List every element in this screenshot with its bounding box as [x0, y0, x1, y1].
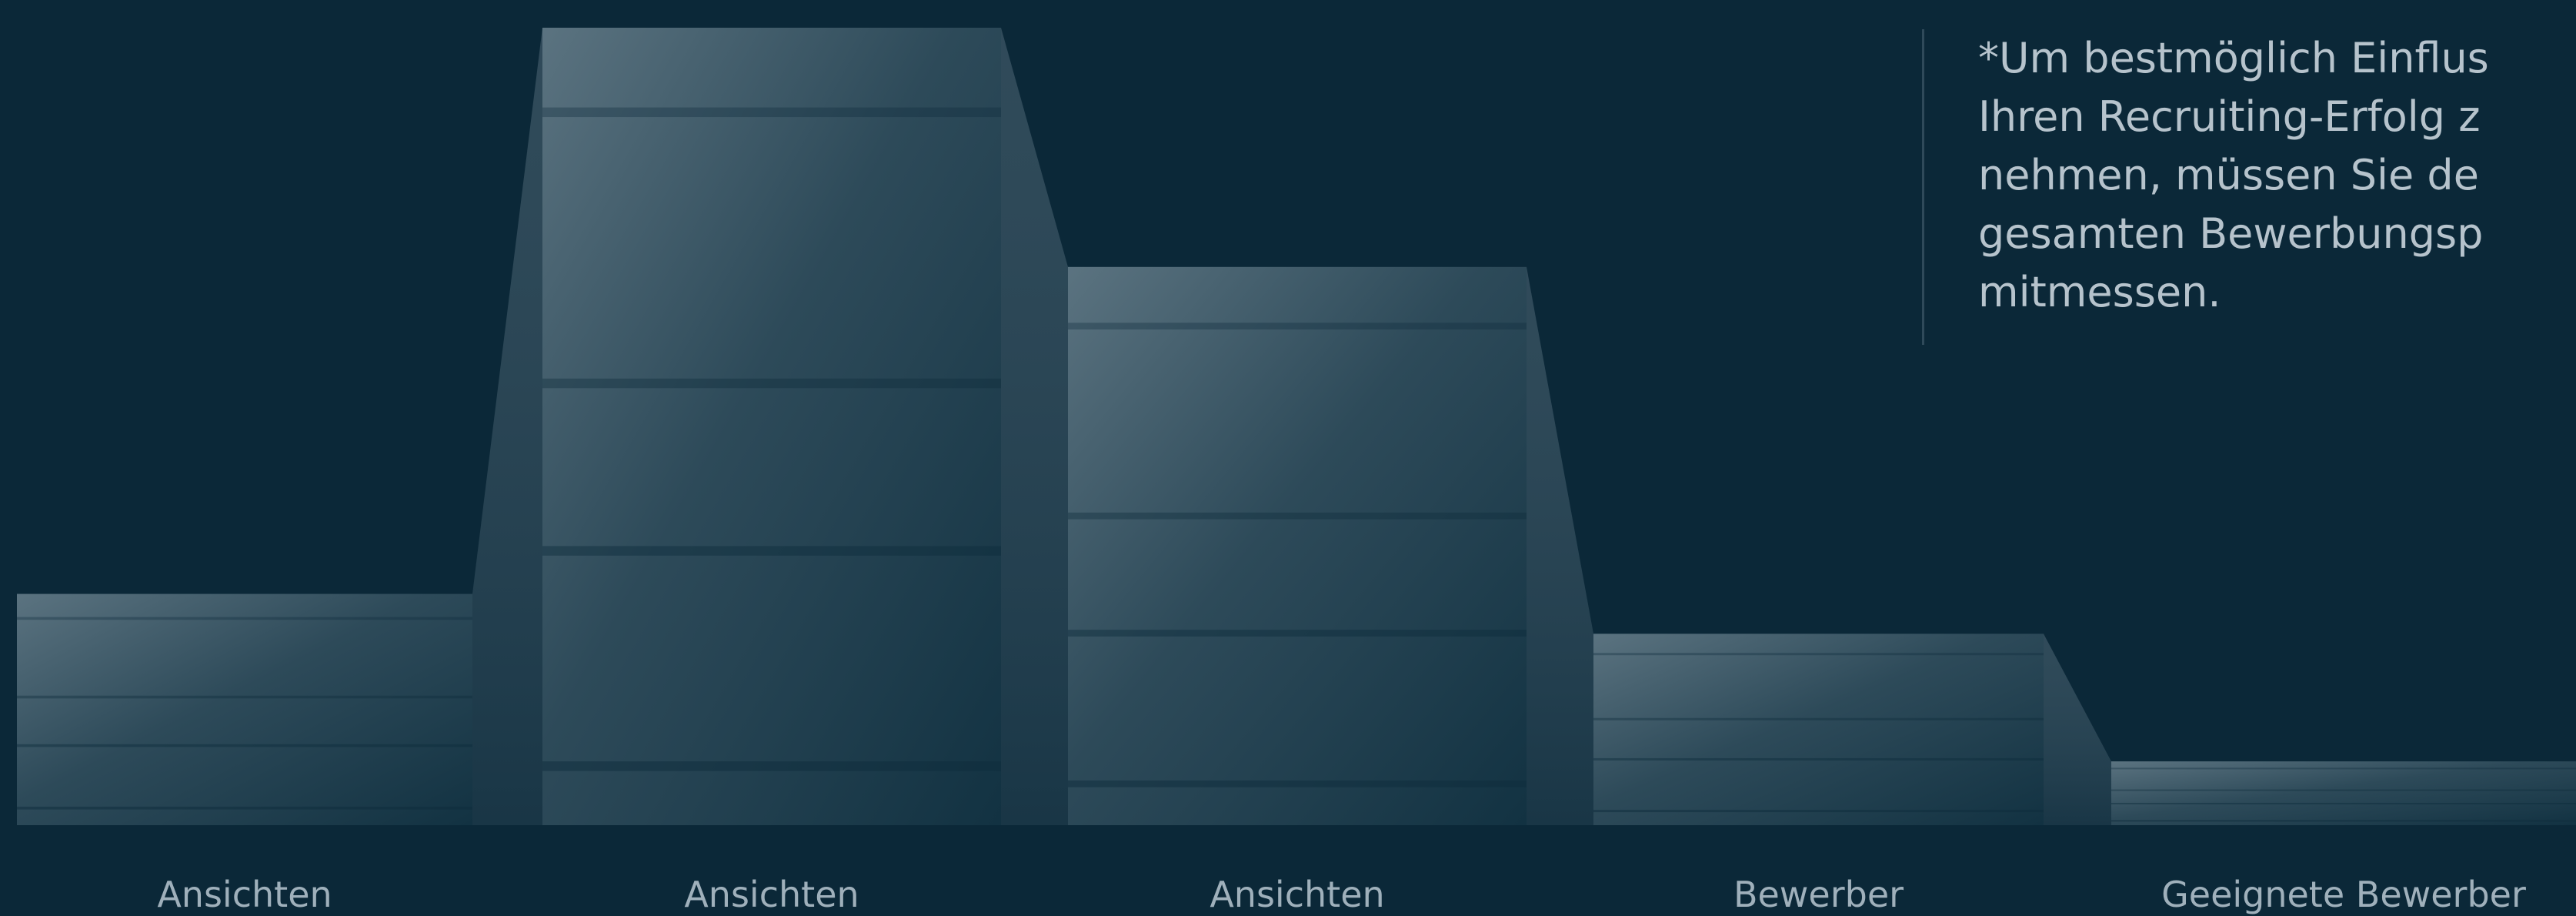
category-label: Bewerber [1733, 874, 1904, 915]
side-note: *Um bestmöglich Einflus Ihren Recruiting… [1922, 29, 2568, 345]
bar-band [1068, 323, 1527, 330]
bar-band [2111, 802, 2576, 804]
funnel-bar [1068, 266, 1527, 825]
bar-band [2111, 767, 2576, 770]
funnel-bar [542, 28, 1001, 825]
bar-band [1068, 780, 1527, 787]
funnel-bar [17, 593, 472, 825]
bar-band [1593, 810, 2044, 813]
funnel-bar [1593, 634, 2044, 825]
bar-band [542, 107, 1001, 118]
category-label: Ansichten [1210, 874, 1384, 915]
category-label: Ansichten [157, 874, 332, 915]
category-label: Geeignete Bewerber [2161, 874, 2526, 915]
bar-band [2111, 789, 2576, 791]
category-label: Ansichten [684, 874, 859, 915]
bar-band [17, 744, 472, 747]
funnel-connectors [472, 28, 2111, 825]
bar-band [1593, 653, 2044, 656]
bar-band [2111, 820, 2576, 822]
funnel-bar [2111, 761, 2576, 825]
funnel-connector [1001, 28, 1068, 825]
funnel-bars [17, 28, 2576, 825]
bar-band [1593, 757, 2044, 761]
bar-band [17, 695, 472, 699]
bar-band [542, 378, 1001, 389]
bar-band [1068, 512, 1527, 520]
bar-band [1068, 630, 1527, 637]
category-labels: Ansichten Ansichten Ansichten Bewerber Geeig… [157, 874, 2526, 915]
bar-band [1593, 717, 2044, 720]
side-note-text: *Um bestmöglich Einflus Ihren Recruiting… [1978, 34, 2489, 316]
bar-band [542, 546, 1001, 556]
funnel-connector [472, 28, 542, 825]
bar-band [17, 806, 472, 810]
funnel-connector [1527, 266, 1593, 825]
bar-band [17, 617, 472, 620]
funnel-connector [2044, 634, 2111, 825]
bar-band [542, 761, 1001, 771]
